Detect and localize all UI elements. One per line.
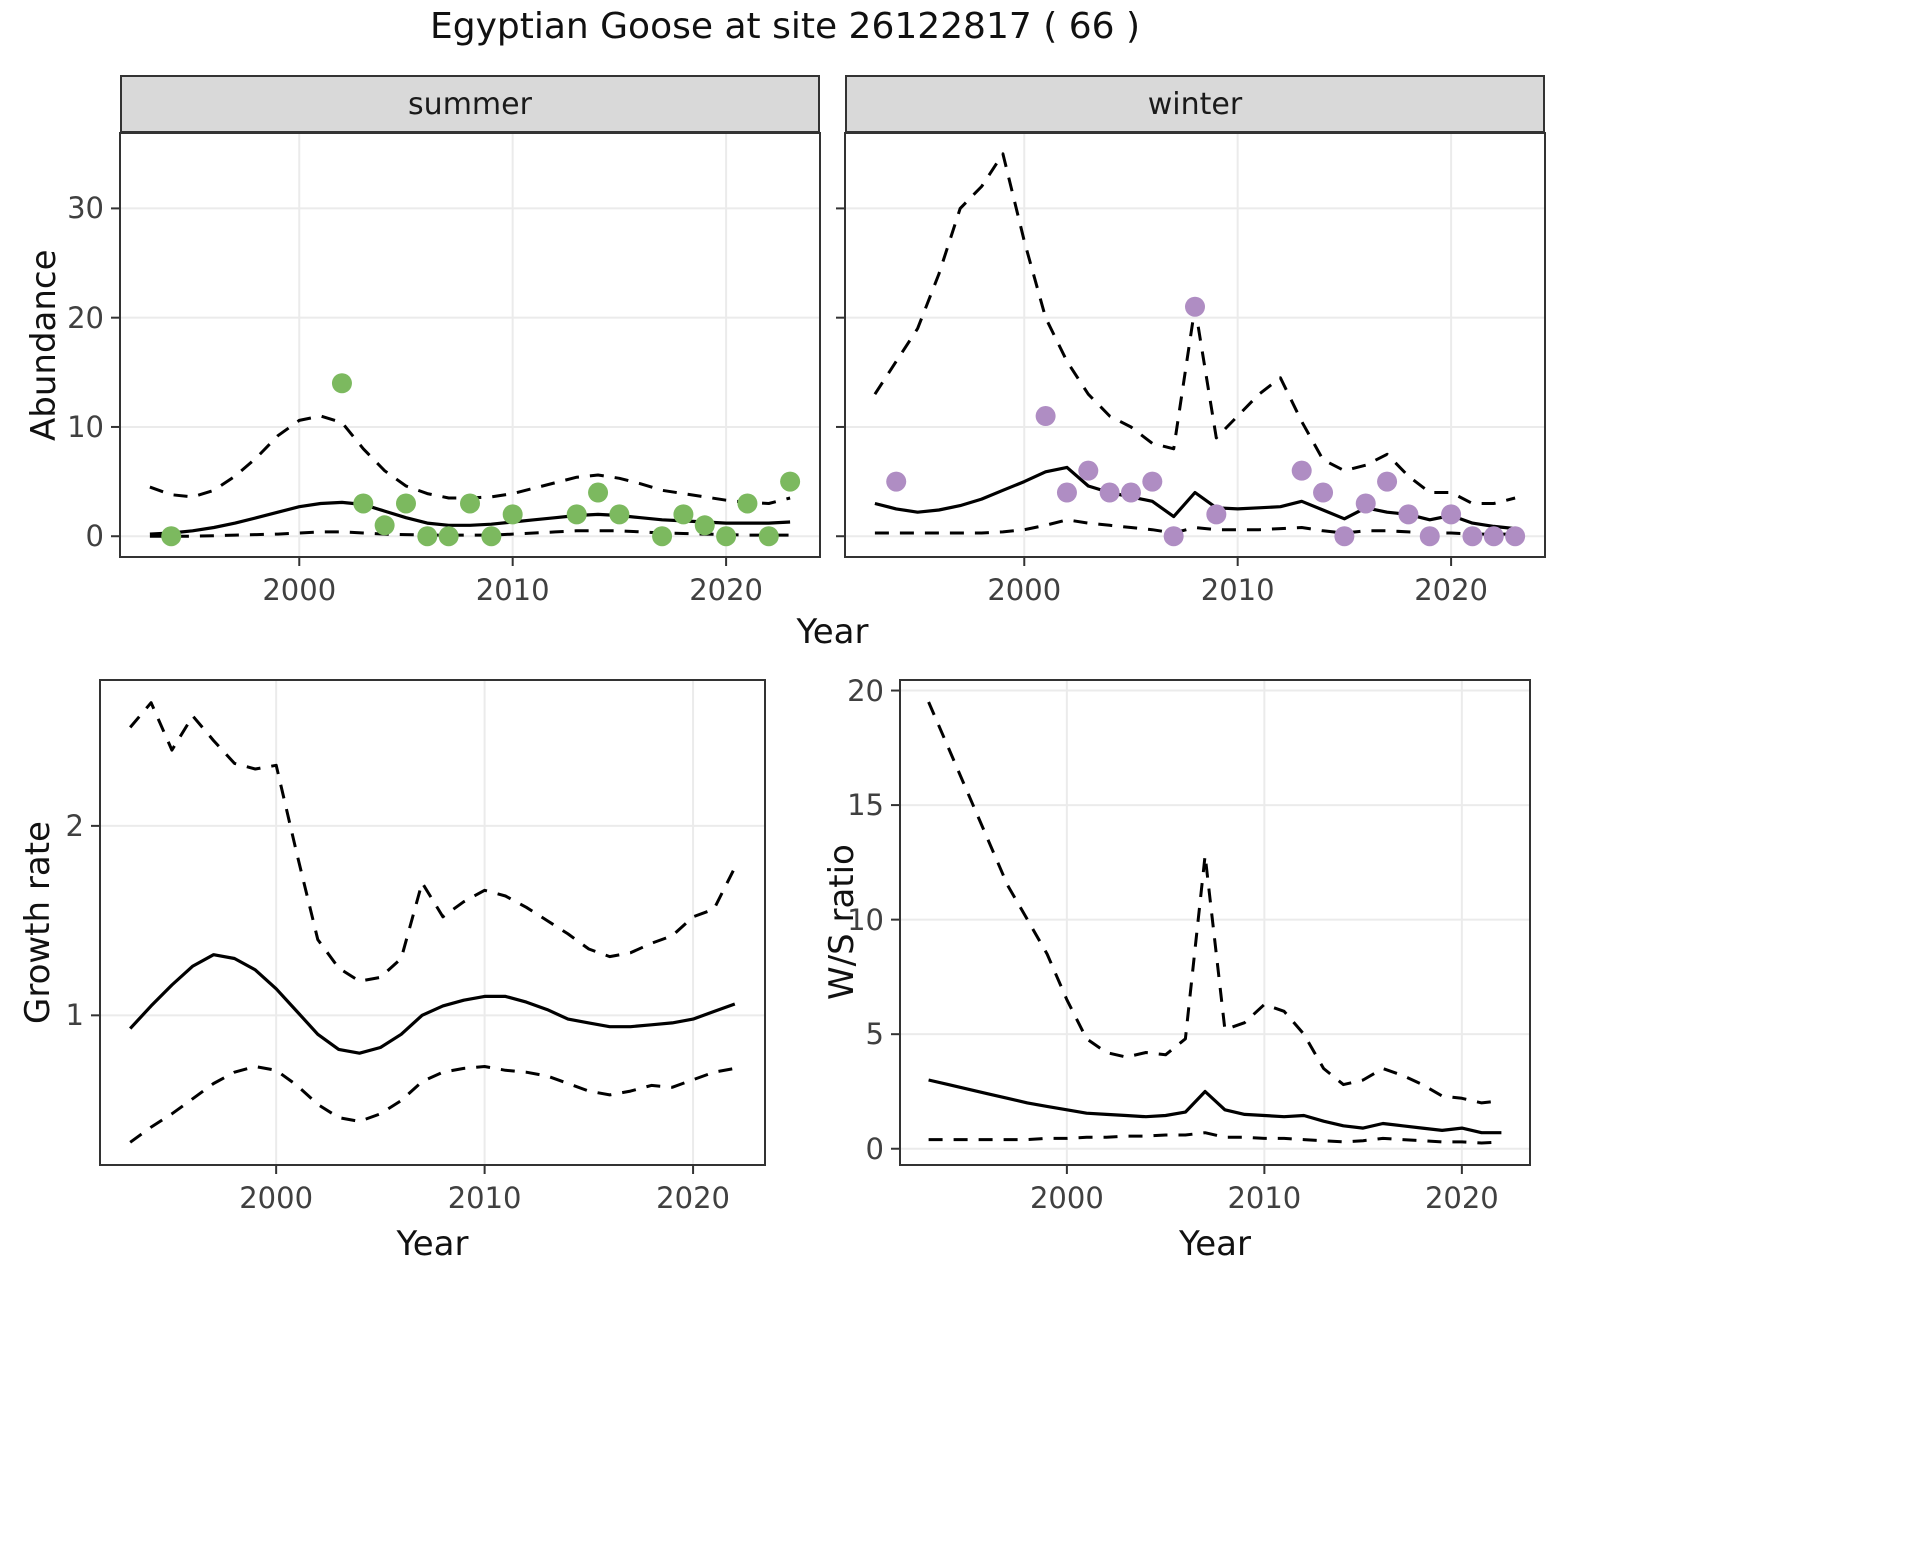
ws-year-axis-title: Year (1179, 1224, 1251, 1264)
y-tick-label: 10 (847, 902, 884, 937)
data-point (1398, 504, 1419, 525)
data-point (1505, 526, 1526, 547)
abundance-winter-plot (836, 132, 1546, 566)
x-tick-label: 2000 (987, 573, 1062, 607)
x-tick-label: 2020 (689, 573, 763, 607)
x-tick-label: 2010 (1227, 1181, 1302, 1215)
data-point (1441, 504, 1462, 525)
data-point (353, 493, 374, 514)
y-tick-label: 5 (865, 1017, 884, 1052)
y-tick-label: 20 (67, 300, 104, 335)
data-point (673, 504, 694, 525)
data-point (395, 493, 416, 514)
trend-line (129, 953, 736, 1055)
ci_upper-line (129, 701, 737, 983)
data-point (481, 526, 502, 547)
data-point (886, 471, 907, 492)
y-tick-label: 20 (847, 673, 884, 708)
data-point (460, 493, 480, 514)
data-point (1483, 526, 1504, 547)
y-tick-label: 0 (865, 1131, 884, 1166)
x-tick-label: 2020 (656, 1181, 730, 1215)
data-point (374, 515, 395, 536)
data-point (1035, 406, 1056, 427)
data-point (417, 526, 438, 547)
data-point (1163, 526, 1184, 547)
data-point (1291, 460, 1312, 481)
data-point (331, 373, 352, 394)
y-tick-label: 10 (67, 409, 104, 444)
growth-rate-axis-title: Growth rate (18, 821, 58, 1024)
data-point (780, 471, 801, 492)
x-tick-label: 2010 (447, 1181, 522, 1215)
data-point (652, 526, 673, 547)
data-point (1462, 526, 1483, 547)
ci_lower-line (129, 1065, 736, 1144)
ws-ratio-plot (891, 679, 1531, 1174)
ci_lower-line (928, 1131, 1502, 1145)
panel-border (99, 679, 766, 1166)
x-tick-label: 2020 (1424, 1181, 1499, 1215)
x-tick-label: 2000 (1029, 1181, 1104, 1215)
ci_lower-line (149, 529, 791, 538)
y-tick-label: 30 (67, 191, 104, 226)
data-point (1099, 482, 1120, 503)
data-point (438, 526, 459, 547)
x-tick-label: 2020 (1414, 573, 1488, 607)
panel-border (844, 132, 1546, 558)
data-point (588, 482, 609, 503)
growth-rate-plot (91, 679, 766, 1174)
data-point (1377, 471, 1398, 492)
ci_lower-line (874, 518, 1516, 536)
ci_upper-line (873, 152, 1516, 505)
y-tick-label: 2 (65, 808, 84, 843)
y-tick-label: 15 (847, 788, 884, 823)
data-point (737, 493, 758, 514)
x-tick-label: 2010 (475, 573, 550, 607)
trend-line (874, 465, 1516, 531)
data-point (1355, 493, 1376, 514)
facet-strip-winter-label: winter (1147, 86, 1243, 122)
ci_upper-line (927, 701, 1502, 1105)
data-point (1185, 296, 1205, 317)
y-tick-label: 0 (85, 519, 104, 554)
data-point (1206, 504, 1227, 525)
data-point (1120, 482, 1141, 503)
data-point (1313, 482, 1334, 503)
x-tick-label: 2000 (239, 1181, 314, 1215)
facet-strip-summer: summer (120, 75, 820, 133)
data-point (161, 526, 182, 547)
data-point (502, 504, 523, 525)
abundance-summer-plot (111, 132, 821, 566)
y-tick-label: 1 (65, 998, 84, 1033)
data-point (1419, 526, 1440, 547)
data-point (609, 504, 630, 525)
data-point (1056, 482, 1077, 503)
data-point (758, 526, 779, 547)
x-tick-label: 2010 (1200, 573, 1275, 607)
data-point (1142, 471, 1163, 492)
panel-border (899, 679, 1531, 1166)
data-point (566, 504, 587, 525)
panel-border (119, 132, 821, 558)
data-point (694, 515, 715, 536)
data-point (1078, 460, 1099, 481)
growth-year-axis-title: Year (396, 1224, 469, 1264)
ci_upper-line (149, 414, 791, 505)
top-year-axis-title: Year (796, 612, 869, 652)
trend-line (928, 1078, 1502, 1135)
chart-title: Egyptian Goose at site 26122817 ( 66 ) (429, 6, 1141, 47)
facet-strip-winter: winter (845, 75, 1545, 133)
facet-strip-summer-label: summer (408, 86, 532, 122)
data-point (1334, 526, 1355, 547)
x-tick-label: 2000 (262, 573, 337, 607)
data-point (716, 526, 737, 547)
